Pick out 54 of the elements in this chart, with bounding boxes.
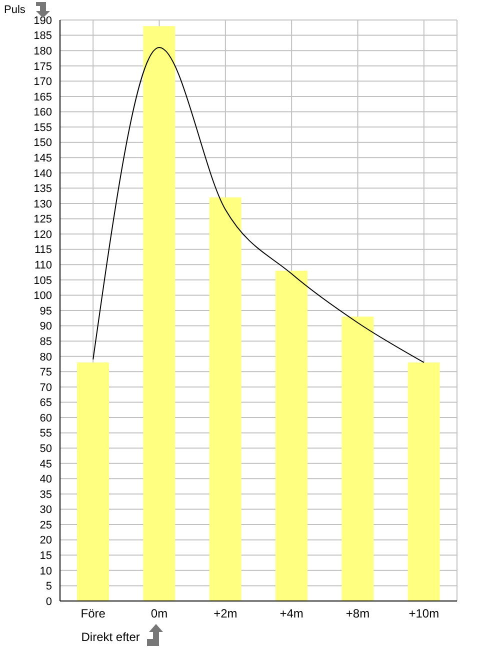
y-tick-label: 190 <box>34 14 52 27</box>
y-tick-label: 40 <box>40 474 52 486</box>
bar <box>408 362 440 601</box>
y-tick-label: 120 <box>34 228 52 241</box>
x-tick-label: 0m <box>150 606 168 621</box>
x-tick-label: +8m <box>346 606 370 621</box>
y-tick-label: 35 <box>40 488 52 501</box>
y-tick-label: 80 <box>40 351 52 364</box>
y-tick-label: 180 <box>34 45 52 58</box>
bar <box>77 362 109 601</box>
x-tick-label: +2m <box>214 606 238 621</box>
y-tick-label: 135 <box>34 183 52 196</box>
y-tick-label: 145 <box>34 152 52 165</box>
bar <box>209 197 242 601</box>
bar <box>276 270 308 601</box>
y-tick-label: 60 <box>40 412 52 424</box>
y-tick-label: 45 <box>40 458 52 470</box>
x-tick-label: +4m <box>280 606 304 621</box>
y-tick-label: 20 <box>40 534 52 547</box>
y-axis-title: Puls <box>4 4 26 16</box>
y-tick-label: 95 <box>40 305 52 318</box>
y-tick-label: 75 <box>40 366 52 379</box>
y-tick-label: 0 <box>46 596 52 608</box>
y-tick-label: 115 <box>34 244 52 256</box>
y-tick-label: 50 <box>40 443 52 456</box>
y-tick-label: 150 <box>34 137 52 150</box>
y-tick-label: 160 <box>34 106 52 119</box>
y-tick-label: 90 <box>40 320 52 333</box>
y-tick-label: 170 <box>34 76 52 88</box>
y-tick-label: 175 <box>34 60 52 73</box>
y-tick-label: 25 <box>40 519 52 532</box>
line-series <box>92 47 424 363</box>
text: Direkt efter <box>81 630 140 644</box>
x-tick-label: +10m <box>408 606 440 621</box>
x-tick-label: Före <box>80 606 106 621</box>
y-tick-label: 85 <box>40 336 52 348</box>
y-tick-label: 110 <box>34 260 52 272</box>
y-tick-label: 70 <box>40 382 52 394</box>
y-tick-label: 125 <box>34 214 52 226</box>
bar <box>143 26 176 601</box>
y-tick-label: 165 <box>34 91 52 104</box>
y-tick-label: 185 <box>34 30 52 42</box>
y-tick-label: 30 <box>40 504 52 516</box>
y-tick-label: 15 <box>40 550 52 562</box>
y-tick-label: 65 <box>40 397 52 410</box>
y-tick-label: 5 <box>46 580 52 593</box>
y-tick-label: 140 <box>34 168 52 180</box>
y-tick-label: 105 <box>34 274 52 287</box>
y-tick-label: 10 <box>40 565 52 578</box>
y-tick-label: 100 <box>34 290 52 302</box>
y-tick-label: 155 <box>34 122 52 134</box>
y-tick-label: 130 <box>34 198 52 210</box>
bar <box>342 316 374 601</box>
y-tick-label: 55 <box>40 428 52 440</box>
